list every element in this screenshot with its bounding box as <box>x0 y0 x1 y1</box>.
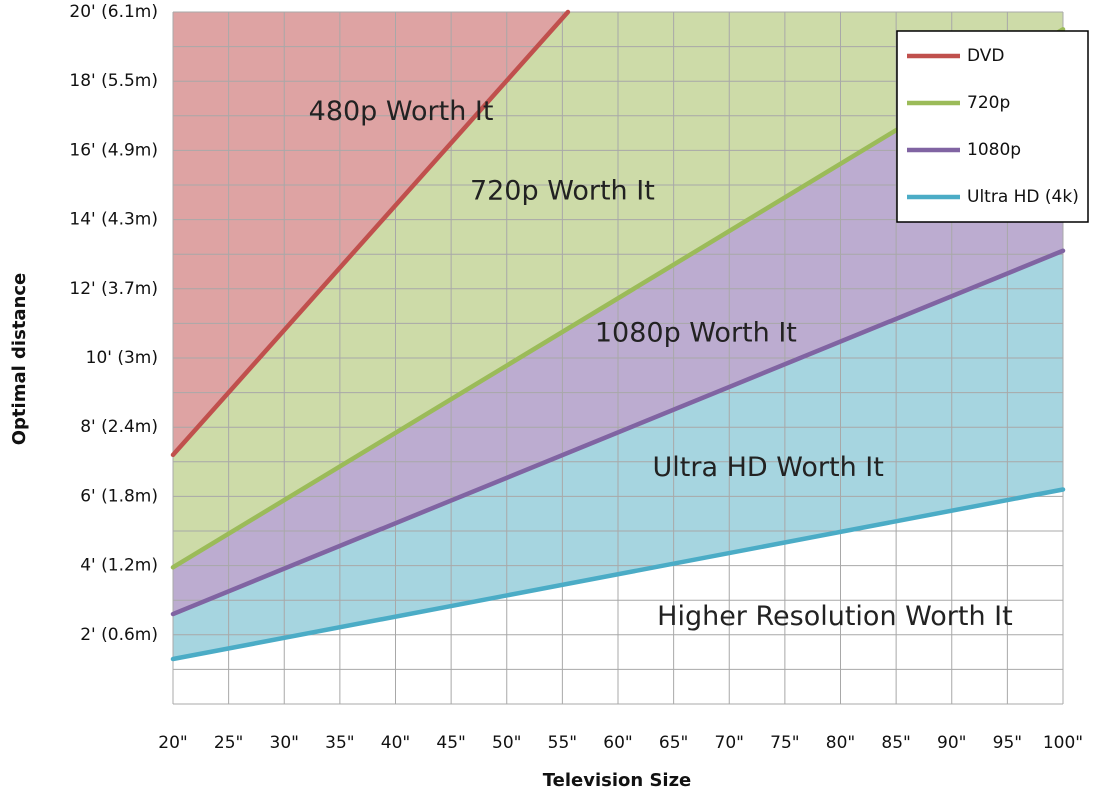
y-tick-label: 10' (3m) <box>86 348 158 368</box>
y-tick-label: 2' (0.6m) <box>80 625 158 645</box>
x-tick-label: 40" <box>381 733 410 753</box>
y-tick-label: 14' (4.3m) <box>69 210 158 230</box>
x-tick-label: 95" <box>993 733 1022 753</box>
x-tick-label: 30" <box>270 733 299 753</box>
region-label: 720p Worth It <box>470 175 655 206</box>
legend-entry: DVD <box>967 46 1005 66</box>
y-tick-label: 16' (4.9m) <box>69 140 158 160</box>
y-tick-label: 8' (2.4m) <box>80 417 158 437</box>
region-label: 1080p Worth It <box>595 317 797 348</box>
y-tick-label: 4' (1.2m) <box>80 556 158 576</box>
y-axis-ticks: 2' (0.6m) 4' (1.2m) 6' (1.8m) 8' (2.4m) 10' … <box>69 2 158 645</box>
x-axis-title: Television Size <box>543 770 692 791</box>
x-tick-label: 50" <box>492 733 521 753</box>
series-line-ultra-hd-4k <box>170 487 1066 662</box>
x-tick-label: 25" <box>214 733 243 753</box>
y-tick-label: 12' (3.7m) <box>69 279 158 299</box>
x-tick-label: 90" <box>937 733 966 753</box>
region-label: 480p Worth It <box>309 96 494 127</box>
series-lines <box>170 9 1066 662</box>
x-tick-label: 100" <box>1043 733 1083 753</box>
legend: DVD 720p 1080p Ultra HD (4k) <box>896 30 1089 223</box>
region-labels: 480p Worth It 720p Worth It 1080p Worth It… <box>309 96 1013 632</box>
x-tick-label: 35" <box>325 733 354 753</box>
series-line-1080p <box>170 248 1066 617</box>
y-tick-label: 20' (6.1m) <box>69 2 158 22</box>
x-tick-label: 55" <box>548 733 577 753</box>
region-label: Ultra HD Worth It <box>653 452 884 483</box>
y-tick-label: 18' (5.5m) <box>69 71 158 91</box>
x-tick-label: 75" <box>770 733 799 753</box>
legend-entry: Ultra HD (4k) <box>967 187 1079 207</box>
x-tick-label: 60" <box>603 733 632 753</box>
region-label: Higher Resolution Worth It <box>657 601 1013 632</box>
y-tick-label: 6' (1.8m) <box>80 486 158 506</box>
x-tick-label: 20" <box>158 733 187 753</box>
legend-entry: 720p <box>967 93 1010 113</box>
x-tick-label: 80" <box>826 733 855 753</box>
legend-box <box>896 30 1089 223</box>
y-axis-title: Optimal distance <box>9 273 30 446</box>
x-tick-label: 65" <box>659 733 688 753</box>
gridlines <box>172 11 1064 705</box>
series-line-dvd <box>170 9 571 458</box>
x-tick-label: 85" <box>881 733 910 753</box>
x-tick-label: 70" <box>715 733 744 753</box>
legend-entry: 1080p <box>967 140 1021 160</box>
x-tick-label: 45" <box>436 733 465 753</box>
x-axis-ticks: 20" 25" 30" 35" 40" 45" 50" 55" 60" 65" 70" 75" 80" 8… <box>158 733 1083 753</box>
